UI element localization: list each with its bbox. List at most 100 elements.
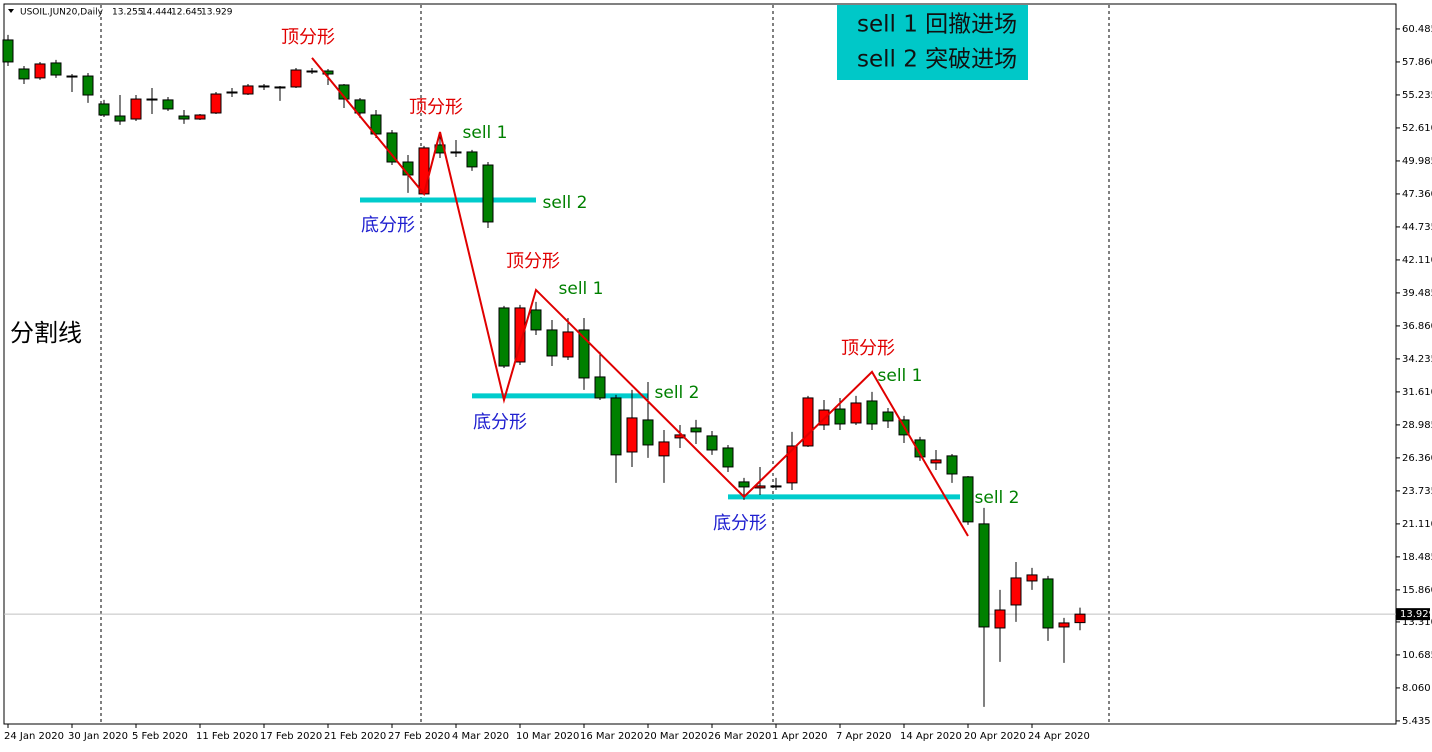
candle-body — [978, 523, 990, 628]
candle-body — [626, 417, 638, 453]
candle-body — [306, 70, 318, 73]
x-tick-label: 5 Feb 2020 — [132, 731, 188, 742]
current-price-label: 13.929 — [1400, 609, 1432, 620]
candle-body — [834, 408, 846, 425]
candle-body — [738, 481, 750, 488]
y-tick-label: 5.435 — [1402, 716, 1431, 727]
annotation: 顶分形 — [506, 251, 560, 272]
annotation: sell 2 — [543, 193, 588, 213]
x-tick-label: 21 Feb 2020 — [324, 731, 386, 742]
candle-body — [642, 419, 654, 446]
legend-text: sell 1 回撤进场 — [857, 12, 1017, 38]
candle-body — [514, 307, 526, 363]
ohlc-open: 13.255 — [112, 8, 144, 18]
y-tick-label: 8.060 — [1402, 683, 1431, 694]
x-tick-label: 11 Feb 2020 — [196, 731, 258, 742]
y-tick-label: 34.235 — [1402, 354, 1432, 365]
x-tick-label: 7 Apr 2020 — [836, 731, 891, 742]
candle-body — [546, 329, 558, 357]
candle-body — [50, 62, 62, 76]
x-tick-label: 20 Mar 2020 — [644, 731, 707, 742]
annotation: 顶分形 — [281, 27, 335, 48]
y-tick-label: 60.485 — [1402, 24, 1432, 35]
candle-body — [866, 400, 878, 425]
candle-body — [610, 397, 622, 456]
annotation: sell 2 — [975, 488, 1020, 508]
y-tick-label: 18.485 — [1402, 552, 1432, 563]
menu-arrow[interactable] — [8, 9, 14, 13]
x-tick-label: 26 Mar 2020 — [708, 731, 771, 742]
y-tick-label: 31.610 — [1402, 387, 1432, 398]
candle-body — [274, 86, 286, 89]
candle-body — [962, 476, 974, 523]
x-tick-label: 1 Apr 2020 — [772, 731, 827, 742]
x-tick-label: 27 Feb 2020 — [388, 731, 450, 742]
y-tick-label: 23.735 — [1402, 486, 1432, 497]
candle-body — [674, 434, 686, 439]
annotation: sell 1 — [463, 123, 508, 143]
candle-body — [754, 485, 766, 489]
candle-body — [290, 69, 302, 88]
y-tick-label: 39.485 — [1402, 288, 1432, 299]
candle-body — [162, 99, 174, 110]
y-tick-label: 44.735 — [1402, 222, 1432, 233]
x-tick-label: 24 Apr 2020 — [1028, 731, 1090, 742]
y-tick-label: 52.610 — [1402, 123, 1432, 134]
candle-body — [994, 609, 1006, 629]
x-tick-label: 16 Mar 2020 — [580, 731, 643, 742]
candle-body — [34, 63, 46, 79]
candle-body — [482, 164, 494, 223]
candle-body — [98, 103, 110, 116]
y-tick-label: 15.860 — [1402, 585, 1432, 596]
candle-body — [146, 98, 158, 101]
y-tick-label: 47.360 — [1402, 189, 1432, 200]
candle-body — [18, 68, 30, 80]
candle-body — [498, 307, 510, 367]
legend-box — [837, 5, 1028, 80]
candle-body — [82, 75, 94, 96]
y-tick-label: 55.235 — [1402, 90, 1432, 101]
candle-body — [2, 39, 14, 63]
candle-body — [418, 147, 430, 195]
candle-body — [706, 435, 718, 451]
x-tick-label: 30 Jan 2020 — [68, 731, 128, 742]
current-price-box — [1396, 608, 1430, 621]
y-tick-label: 36.860 — [1402, 321, 1432, 332]
candle-body — [882, 411, 894, 422]
candle-body — [690, 427, 702, 433]
candle-body — [1042, 578, 1054, 629]
candle-body — [786, 445, 798, 484]
candle-body — [194, 114, 206, 120]
x-tick-label: 17 Feb 2020 — [260, 731, 322, 742]
candle-body — [1026, 574, 1038, 582]
annotation: 顶分形 — [841, 338, 895, 359]
y-tick-label: 26.360 — [1402, 453, 1432, 464]
candle-body — [226, 91, 238, 94]
x-tick-label: 20 Apr 2020 — [964, 731, 1026, 742]
candle-body — [66, 75, 78, 78]
zigzag-line — [311, 57, 969, 537]
candle-body — [930, 459, 942, 464]
candle-body — [562, 331, 574, 358]
candle-body — [594, 376, 606, 399]
legend-text: sell 2 突破进场 — [857, 47, 1017, 73]
candle-body — [1074, 613, 1086, 624]
x-tick-label: 14 Apr 2020 — [900, 731, 962, 742]
y-tick-label: 10.685 — [1402, 650, 1432, 661]
ohlc-low: 12.645 — [171, 8, 203, 18]
annotation: 底分形 — [473, 412, 527, 433]
x-tick-label: 10 Mar 2020 — [516, 731, 579, 742]
candle-body — [258, 85, 270, 88]
candle-body — [130, 98, 142, 120]
annotation: 底分形 — [361, 215, 415, 236]
candle-body — [466, 151, 478, 168]
candle-body — [370, 114, 382, 135]
x-tick-label: 4 Mar 2020 — [452, 731, 509, 742]
y-tick-label: 42.110 — [1402, 255, 1432, 266]
y-tick-label: 49.985 — [1402, 156, 1432, 167]
y-tick-label: 13.310 — [1402, 617, 1432, 628]
candle-body — [770, 485, 782, 488]
candle-body — [850, 402, 862, 424]
ohlc-high: 14.444 — [141, 8, 173, 18]
